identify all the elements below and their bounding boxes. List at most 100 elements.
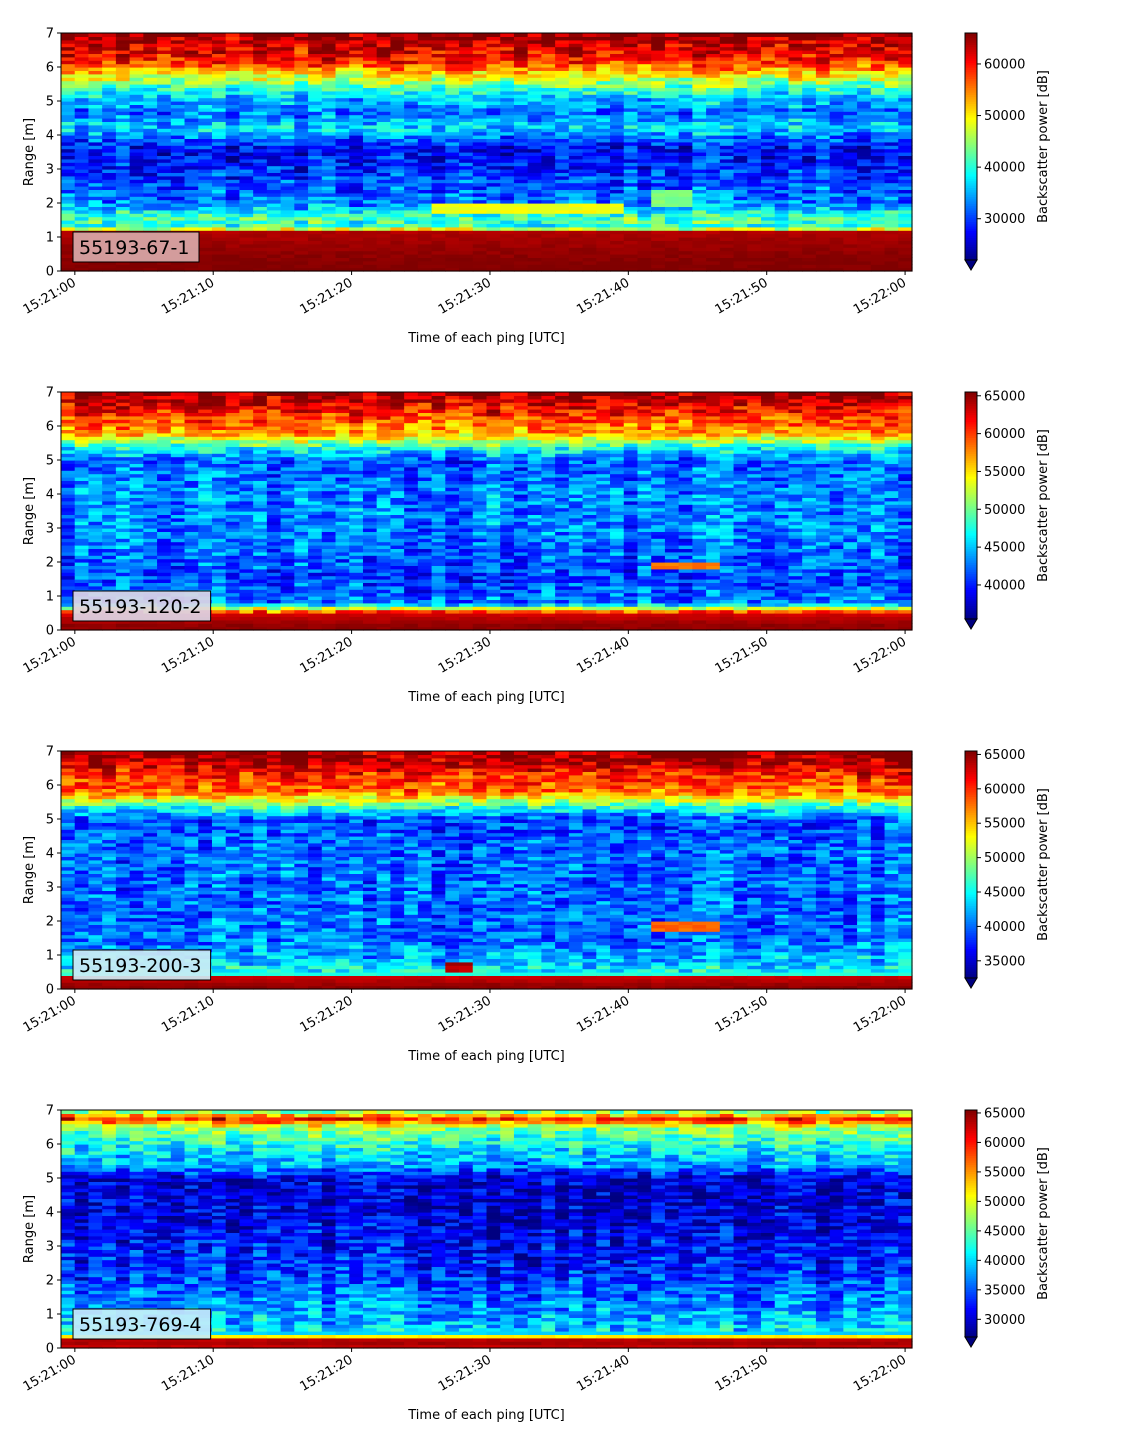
- heatmap-cell: [459, 217, 473, 221]
- heatmap-cell: [294, 234, 308, 238]
- heatmap-cell: [775, 176, 789, 180]
- heatmap-cell: [336, 183, 350, 187]
- heatmap-cell: [569, 183, 583, 187]
- heatmap-cell: [500, 217, 514, 221]
- heatmap-cell: [281, 176, 295, 180]
- heatmap-cell: [885, 183, 899, 187]
- heatmap-cell: [610, 33, 624, 37]
- heatmap-cell: [130, 159, 144, 163]
- heatmap-cell: [130, 183, 144, 187]
- heatmap-cell: [706, 183, 720, 187]
- heatmap-cell: [390, 33, 404, 37]
- heatmap-cell: [102, 436, 116, 440]
- heatmap-cell: [788, 142, 802, 146]
- heatmap-cell: [281, 217, 295, 221]
- heatmap-cell: [239, 193, 253, 197]
- heatmap-cell: [226, 159, 240, 163]
- heatmap-cell: [226, 244, 240, 248]
- heatmap-cell: [130, 453, 144, 457]
- heatmap-cell: [487, 244, 501, 248]
- heatmap-cell: [637, 217, 651, 221]
- heatmap-cell: [871, 142, 885, 146]
- heatmap-cell: [363, 217, 377, 221]
- heatmap-cell: [637, 159, 651, 163]
- heatmap-cell: [583, 176, 597, 180]
- heatmap-cell: [75, 183, 89, 187]
- heatmap-cell: [102, 217, 116, 221]
- heatmap-cell: [377, 210, 391, 214]
- heatmap-cell: [747, 176, 761, 180]
- heatmap-cell: [651, 244, 665, 248]
- heatmap-cell: [692, 132, 706, 136]
- heatmap-cell: [418, 193, 432, 197]
- heatmap-cell: [830, 264, 844, 268]
- heatmap-cell: [747, 227, 761, 231]
- heatmap-cell: [885, 159, 899, 163]
- heatmap-cell: [349, 183, 363, 187]
- heatmap-cell: [143, 132, 157, 136]
- heatmap-cell: [377, 227, 391, 231]
- heatmap-cell: [596, 217, 610, 221]
- heatmap-cell: [75, 33, 89, 37]
- heatmap-cell: [569, 244, 583, 248]
- heatmap-cell: [212, 264, 226, 268]
- heatmap-cell: [61, 166, 75, 170]
- x-tick-label: 15:21:10: [159, 275, 217, 317]
- heatmap-cell: [871, 264, 885, 268]
- heatmap-cell: [830, 183, 844, 187]
- heatmap-cell: [473, 176, 487, 180]
- heatmap-cell: [830, 159, 844, 163]
- heatmap-cell: [88, 176, 102, 180]
- heatmap-cell: [377, 244, 391, 248]
- heatmap-cell: [857, 227, 871, 231]
- heatmap-cell: [555, 193, 569, 197]
- y-tick-label: 7: [46, 27, 54, 42]
- heatmap-cell: [143, 176, 157, 180]
- heatmap-cell: [322, 234, 336, 238]
- heatmap-cell: [143, 217, 157, 221]
- heatmap-cell: [720, 183, 734, 187]
- heatmap-cell: [692, 159, 706, 163]
- heatmap-cell: [885, 176, 899, 180]
- heatmap-cell: [404, 142, 418, 146]
- heatmap-cell: [459, 244, 473, 248]
- heatmap-cell: [445, 142, 459, 146]
- heatmap-cell: [445, 132, 459, 136]
- heatmap-cell: [843, 264, 857, 268]
- heatmap-cell: [226, 234, 240, 238]
- heatmap-cell: [336, 176, 350, 180]
- heatmap-cell: [555, 183, 569, 187]
- heatmap-cell: [514, 200, 528, 204]
- heatmap-cell: [390, 159, 404, 163]
- heatmap-cell: [226, 183, 240, 187]
- heatmap-cell: [102, 132, 116, 136]
- heatmap-cell: [267, 149, 281, 153]
- heatmap-cell: [239, 200, 253, 204]
- heatmap-cell: [500, 176, 514, 180]
- heatmap-cell: [788, 210, 802, 214]
- heatmap-cell: [596, 244, 610, 248]
- heatmap-cell: [747, 264, 761, 268]
- heatmap-cell: [212, 200, 226, 204]
- heatmap-cell: [679, 210, 693, 214]
- heatmap-cell: [610, 251, 624, 255]
- y-tick-label: 2: [46, 197, 54, 212]
- heatmap-cell: [404, 193, 418, 197]
- heatmap-cell: [720, 227, 734, 231]
- heatmap-cell: [816, 33, 830, 37]
- heatmap-cell: [706, 166, 720, 170]
- heatmap-cell: [857, 244, 871, 248]
- heatmap-cell: [157, 210, 171, 214]
- heatmap-cell: [857, 193, 871, 197]
- heatmap-cell: [157, 142, 171, 146]
- heatmap-cell: [459, 183, 473, 187]
- heatmap-cell: [816, 217, 830, 221]
- heatmap-cell: [816, 159, 830, 163]
- heatmap-cell: [857, 159, 871, 163]
- heatmap-cell: [404, 166, 418, 170]
- heatmap-cell: [267, 200, 281, 204]
- heatmap-cell: [404, 217, 418, 221]
- heatmap-cell: [267, 234, 281, 238]
- heatmap-cell: [130, 149, 144, 153]
- heatmap-cell: [281, 166, 295, 170]
